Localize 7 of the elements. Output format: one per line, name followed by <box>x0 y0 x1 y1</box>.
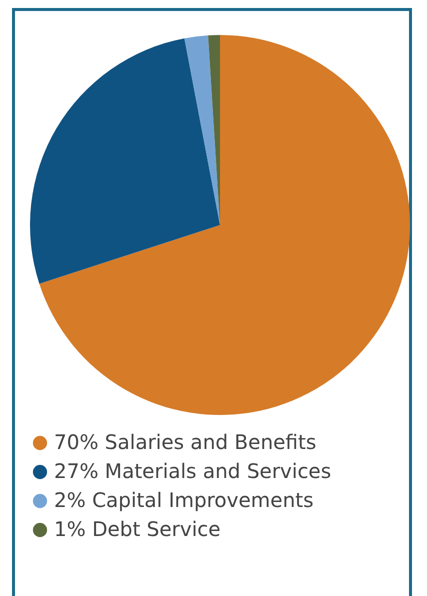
legend-label: 70% Salaries and Benefits <box>54 430 316 454</box>
legend-label: 2% Capital Improvements <box>54 488 314 512</box>
legend-label: 27% Materials and Services <box>54 459 332 483</box>
pie-slice <box>30 38 220 284</box>
pie-slice <box>39 35 410 415</box>
pie-slice <box>184 35 220 225</box>
legend-label: 1% Debt Service <box>54 517 221 541</box>
